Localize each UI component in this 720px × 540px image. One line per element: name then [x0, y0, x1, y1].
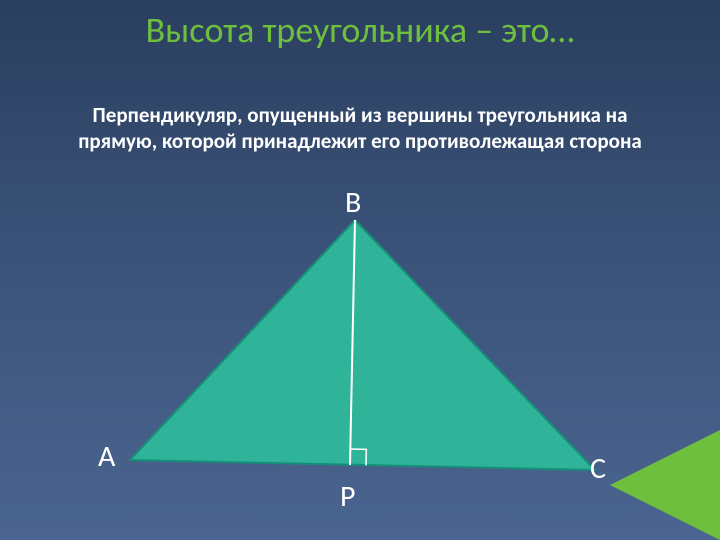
vertex-label-b: В	[345, 184, 361, 221]
corner-accent-shape	[610, 430, 720, 540]
vertex-label-a: А	[98, 438, 115, 475]
triangle-shape	[130, 220, 595, 470]
vertex-label-p: Р	[340, 478, 356, 515]
vertex-label-c: С	[590, 450, 606, 487]
